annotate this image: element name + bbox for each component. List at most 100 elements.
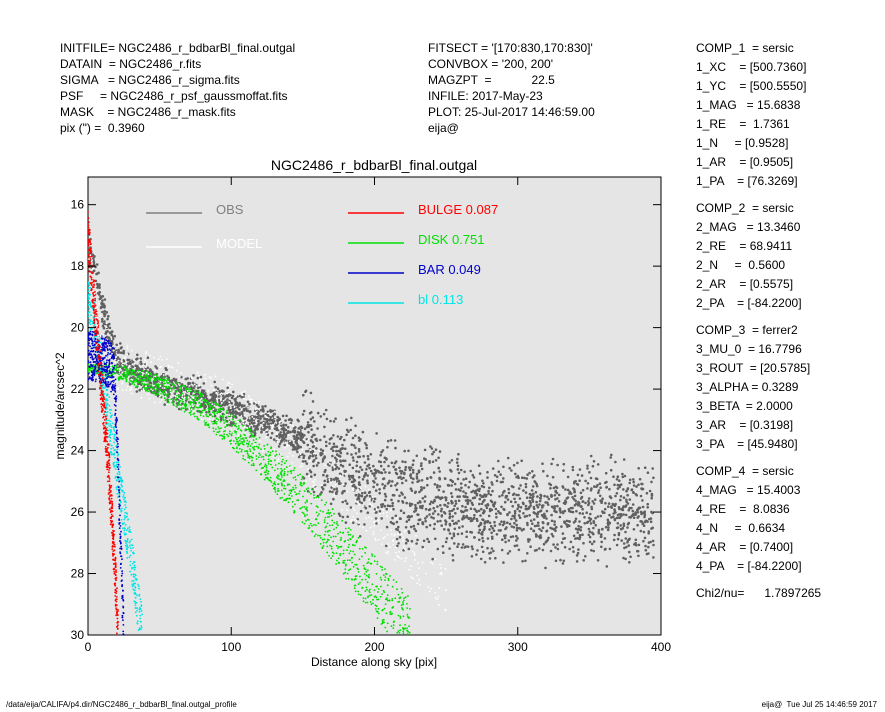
- point-obs: [483, 560, 487, 564]
- point-disk: [341, 519, 344, 522]
- point-obs: [450, 492, 453, 495]
- point-bl: [129, 560, 132, 563]
- point-obs: [412, 477, 415, 481]
- point-obs: [383, 460, 386, 464]
- point-obs: [599, 499, 602, 503]
- point-bl: [110, 451, 113, 454]
- point-obs: [448, 461, 451, 464]
- component-param-line: 3_ROUT = [20.5785]: [696, 361, 811, 375]
- point-obs: [192, 374, 195, 377]
- point-bl: [116, 493, 119, 495]
- point-obs: [282, 423, 285, 427]
- point-disk: [381, 593, 383, 595]
- point-obs: [502, 465, 505, 469]
- point-obs: [647, 530, 651, 533]
- point-bl: [123, 498, 125, 500]
- point-obs: [632, 516, 636, 519]
- point-disk: [388, 599, 391, 602]
- point-obs: [352, 478, 356, 481]
- point-bar: [89, 345, 91, 348]
- point-bar: [111, 370, 114, 373]
- point-disk: [313, 497, 315, 499]
- point-obs: [460, 546, 464, 549]
- point-obs: [616, 522, 620, 525]
- point-obs: [205, 398, 209, 401]
- point-disk: [252, 439, 255, 441]
- point-obs: [368, 466, 371, 470]
- point-bl: [124, 496, 126, 499]
- point-disk: [208, 403, 211, 406]
- point-bl: [120, 510, 123, 513]
- point-bl: [125, 506, 127, 509]
- point-obs: [428, 502, 432, 506]
- point-obs: [376, 483, 379, 486]
- point-obs: [101, 324, 105, 328]
- point-obs: [613, 483, 616, 487]
- point-disk: [161, 391, 164, 393]
- point-disk: [244, 428, 247, 431]
- point-disk: [217, 431, 220, 434]
- point-bl: [136, 609, 139, 612]
- point-obs: [287, 418, 291, 422]
- point-obs: [590, 505, 593, 509]
- point-obs: [404, 468, 407, 472]
- point-obs: [321, 487, 325, 491]
- point-obs: [556, 497, 559, 500]
- point-disk: [153, 387, 155, 390]
- point-obs: [286, 425, 290, 429]
- point-disk: [255, 438, 258, 440]
- point-bar: [109, 353, 111, 355]
- point-disk: [158, 390, 160, 393]
- point-obs: [624, 504, 628, 507]
- point-disk: [345, 578, 347, 580]
- point-disk: [308, 524, 311, 527]
- point-obs: [343, 459, 347, 463]
- point-obs: [300, 425, 303, 429]
- point-bl: [124, 504, 126, 506]
- point-bar: [102, 381, 105, 383]
- point-obs: [494, 512, 498, 516]
- point-obs: [577, 527, 581, 531]
- point-obs: [447, 501, 450, 505]
- point-obs: [524, 507, 528, 511]
- point-disk: [178, 401, 181, 404]
- point-bl: [109, 420, 112, 423]
- point-obs: [272, 438, 276, 441]
- header-line: CONVBOX = '200, 200': [428, 57, 553, 71]
- point-obs: [619, 524, 622, 527]
- point-disk: [283, 485, 286, 487]
- point-disk: [126, 368, 128, 370]
- point-disk: [311, 530, 314, 533]
- point-obs: [106, 330, 109, 333]
- point-obs: [497, 510, 500, 513]
- point-obs: [231, 405, 235, 409]
- point-obs: [279, 431, 283, 434]
- point-obs: [481, 536, 484, 540]
- point-obs: [538, 547, 541, 550]
- point-obs: [102, 322, 106, 326]
- point-obs: [466, 545, 470, 548]
- point-obs: [619, 498, 622, 502]
- point-obs: [628, 478, 632, 482]
- point-obs: [315, 447, 318, 450]
- point-obs: [508, 511, 511, 514]
- point-bl: [125, 529, 128, 532]
- point-obs: [456, 457, 459, 461]
- point-obs: [422, 486, 426, 490]
- point-disk: [139, 372, 142, 375]
- point-obs: [366, 464, 369, 468]
- point-disk: [129, 370, 131, 372]
- point-bar: [109, 371, 112, 373]
- point-obs: [299, 432, 303, 436]
- point-obs: [341, 491, 344, 495]
- point-obs: [331, 454, 334, 458]
- point-obs: [366, 481, 370, 485]
- point-disk: [162, 385, 165, 387]
- point-obs: [482, 495, 485, 499]
- point-disk: [181, 398, 184, 401]
- point-obs: [490, 481, 494, 484]
- point-disk: [294, 491, 296, 493]
- point-bl: [122, 527, 124, 530]
- point-disk: [221, 437, 224, 440]
- point-bar: [90, 350, 93, 352]
